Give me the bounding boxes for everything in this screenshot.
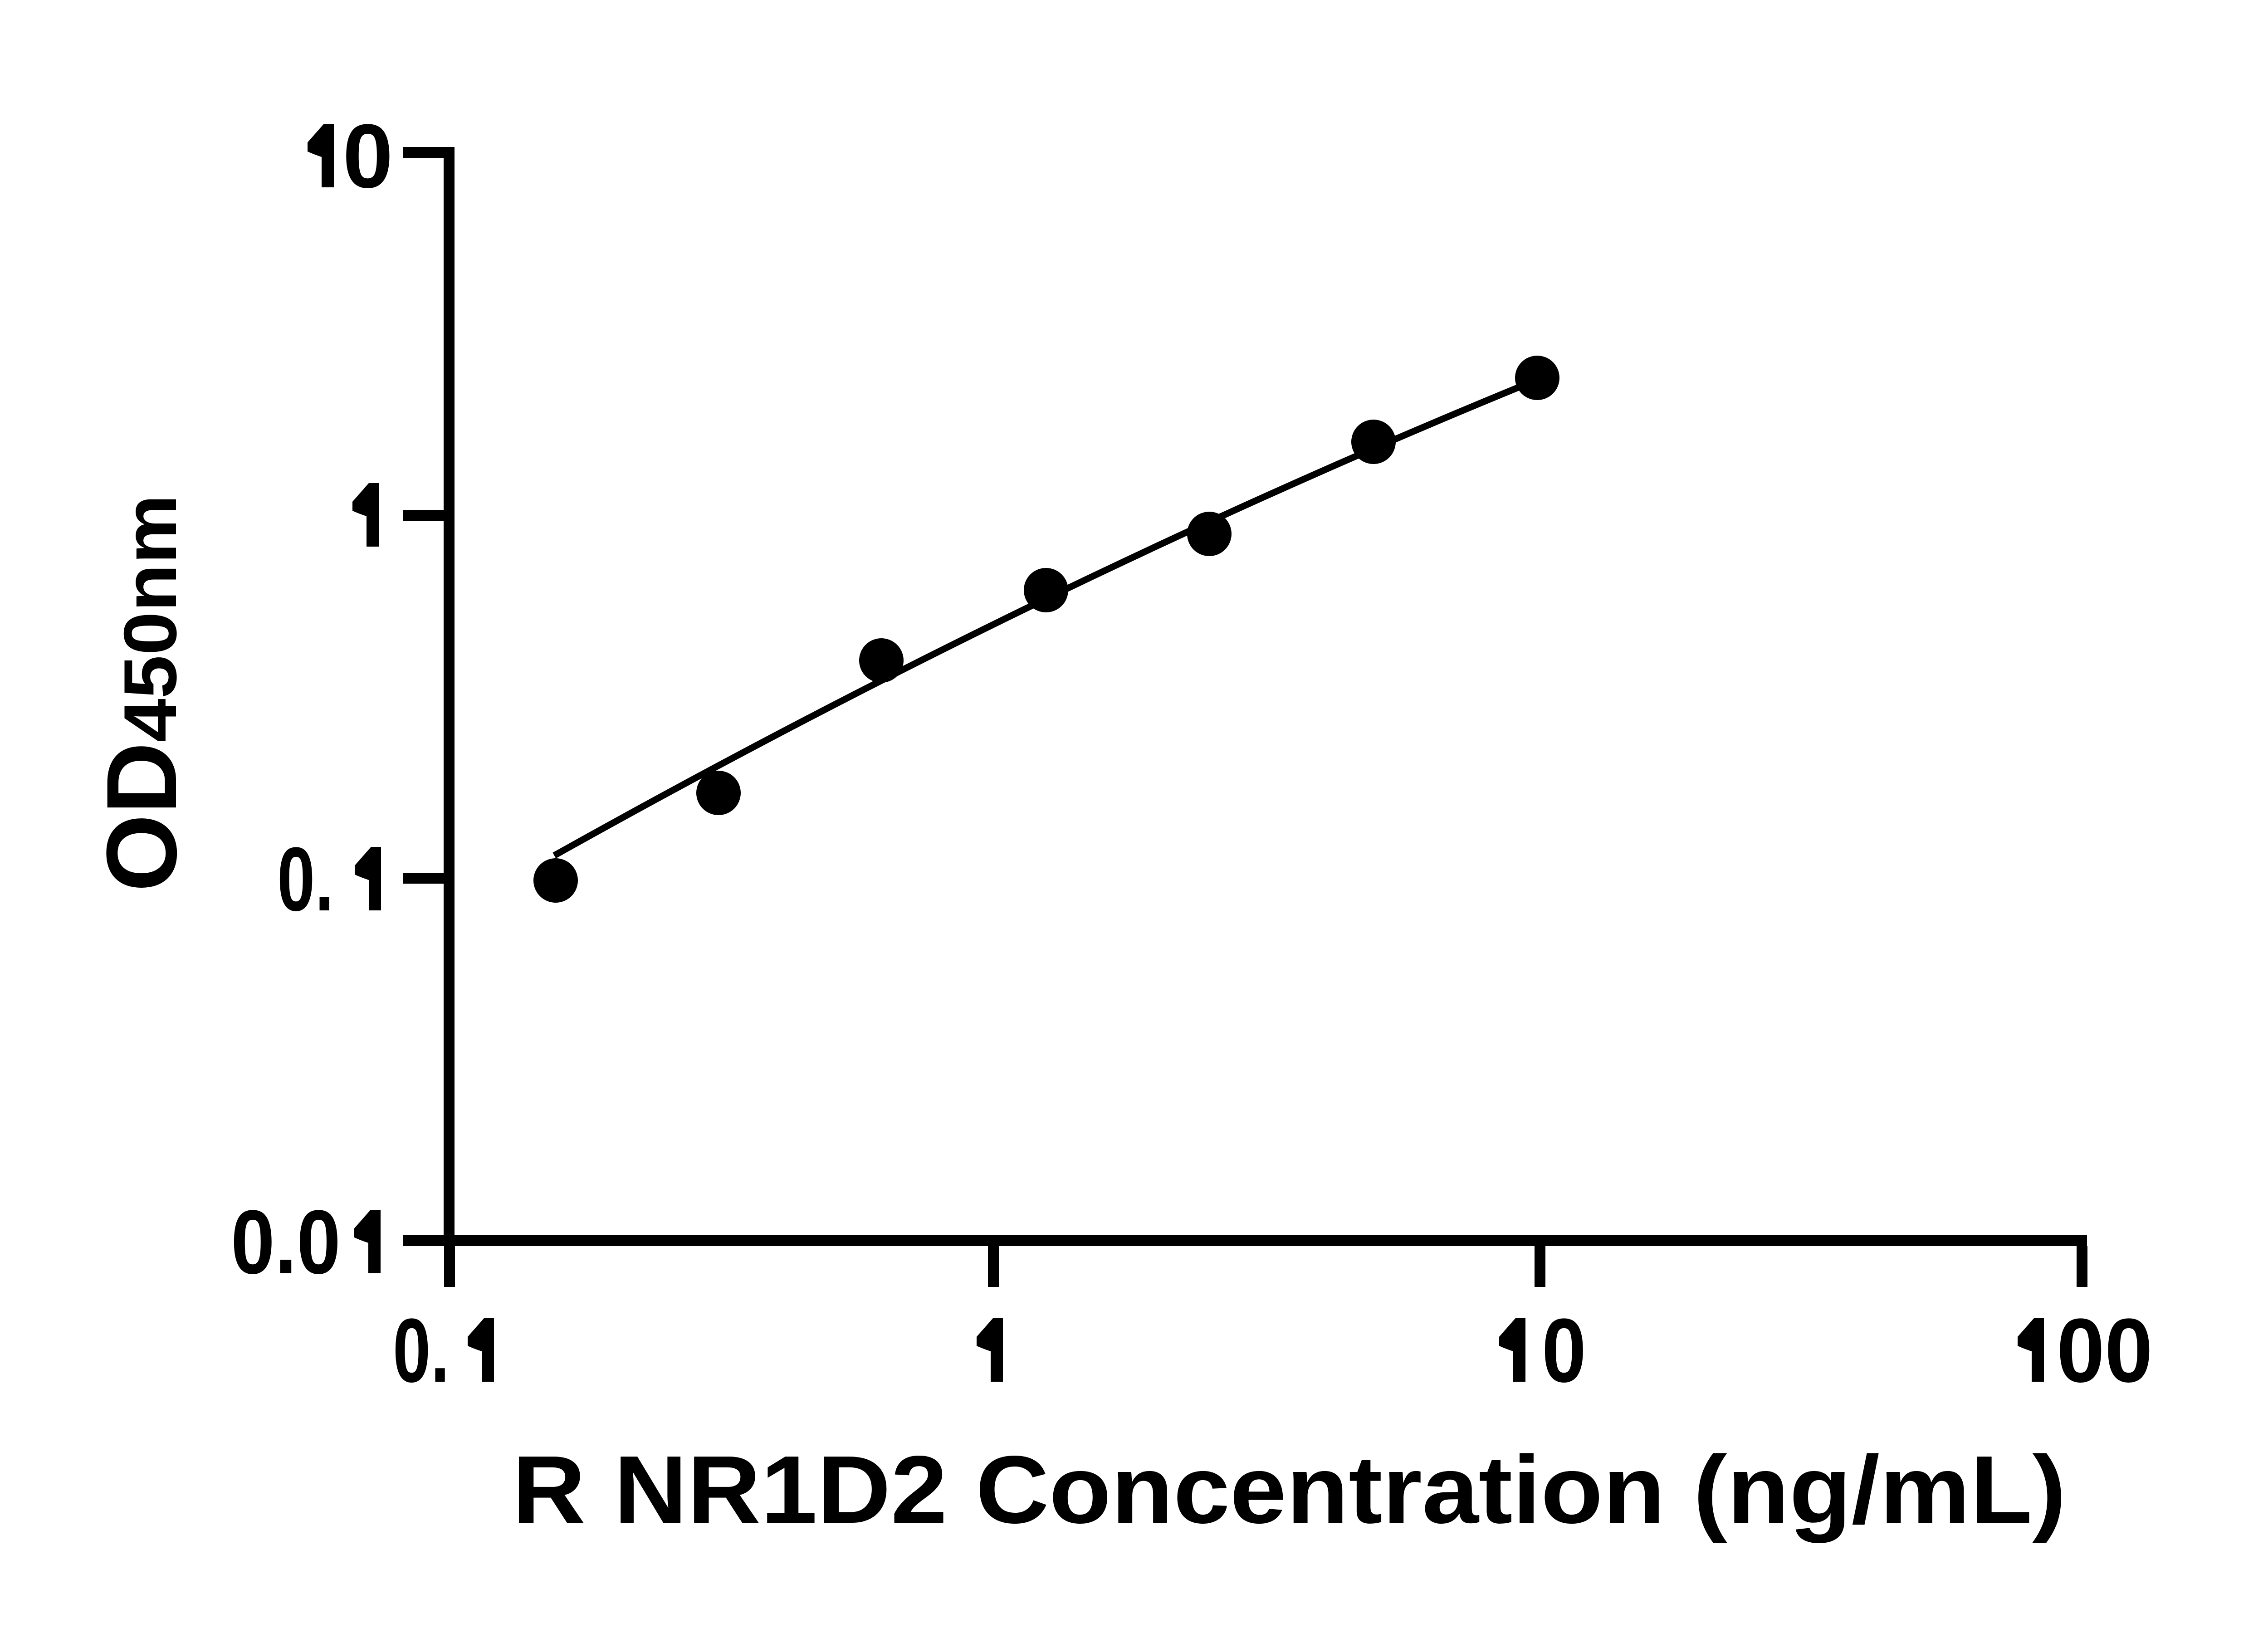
svg-text:00: 00 <box>2057 1300 2153 1401</box>
svg-text:R NR1D2 Concentration (ng/mL): R NR1D2 Concentration (ng/mL) <box>512 1436 2066 1543</box>
svg-text:0.0: 0.0 <box>231 1192 341 1293</box>
svg-text:0.: 0. <box>393 1300 450 1401</box>
svg-text:0: 0 <box>342 106 393 207</box>
svg-text:OD: OD <box>86 742 197 892</box>
svg-text:0.: 0. <box>277 829 334 930</box>
svg-text:450nm: 450nm <box>108 494 192 742</box>
svg-text:0: 0 <box>1542 1300 1586 1401</box>
